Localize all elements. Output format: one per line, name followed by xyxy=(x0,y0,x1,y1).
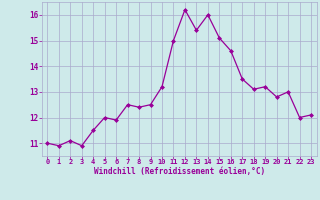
X-axis label: Windchill (Refroidissement éolien,°C): Windchill (Refroidissement éolien,°C) xyxy=(94,167,265,176)
